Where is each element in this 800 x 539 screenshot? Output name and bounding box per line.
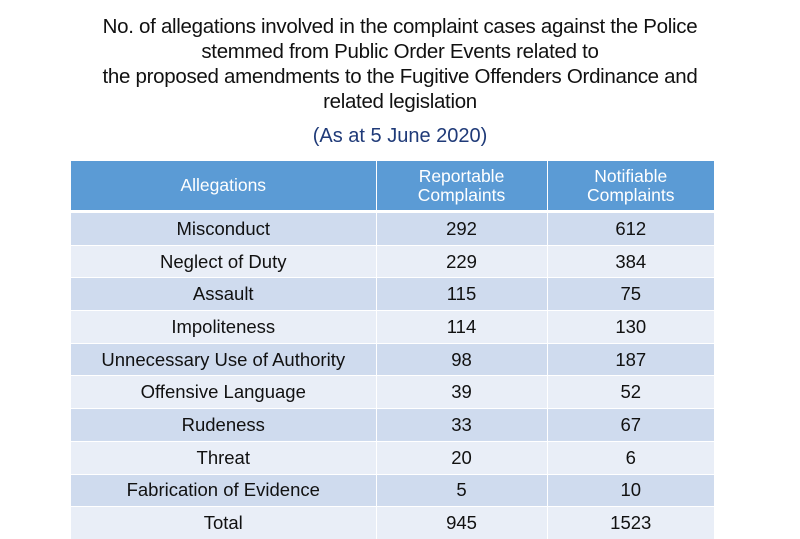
notifiable-cell: 6 bbox=[546, 440, 714, 474]
table-row: Neglect of Duty 229 384 bbox=[71, 244, 714, 278]
allegation-cell: Offensive Language bbox=[71, 375, 376, 409]
allegation-cell: Unnecessary Use of Authority bbox=[71, 342, 376, 376]
table-header-row: Allegations Reportable Complaints Notifi… bbox=[71, 161, 714, 213]
notifiable-cell: 187 bbox=[546, 342, 714, 376]
notifiable-cell: 52 bbox=[546, 375, 714, 409]
reportable-cell: 33 bbox=[375, 408, 547, 442]
header-reportable: Reportable Complaints bbox=[375, 161, 547, 213]
table-row: Fabrication of Evidence 5 10 bbox=[71, 473, 714, 507]
allegation-cell: Assault bbox=[71, 277, 376, 311]
notifiable-cell: 612 bbox=[546, 211, 714, 246]
table-row: Assault 115 75 bbox=[71, 277, 714, 311]
table-row: Impoliteness 114 130 bbox=[71, 310, 714, 344]
allegation-cell: Threat bbox=[71, 440, 376, 474]
allegation-cell: Total bbox=[71, 506, 376, 539]
table-row: Misconduct 292 612 bbox=[71, 211, 714, 246]
notifiable-cell: 10 bbox=[546, 473, 714, 507]
header-allegations: Allegations bbox=[71, 161, 376, 213]
reportable-cell: 114 bbox=[375, 310, 547, 344]
date-subtitle: (As at 5 June 2020) bbox=[312, 125, 488, 147]
title-line: the proposed amendments to the Fugitive … bbox=[102, 65, 698, 88]
table-row: Threat 20 6 bbox=[71, 440, 714, 474]
reportable-cell: 229 bbox=[375, 244, 547, 278]
reportable-cell: 20 bbox=[375, 440, 547, 474]
reportable-cell: 945 bbox=[375, 506, 547, 539]
allegation-cell: Neglect of Duty bbox=[71, 244, 376, 278]
header-notifiable: Notifiable Complaints bbox=[546, 161, 714, 213]
reportable-cell: 115 bbox=[375, 277, 547, 311]
table-row: Total 945 1523 bbox=[71, 506, 714, 539]
page-title: No. of allegations involved in the compl… bbox=[0, 14, 800, 114]
reportable-cell: 98 bbox=[375, 342, 547, 376]
table-row: Rudeness 33 67 bbox=[71, 408, 714, 442]
allegation-cell: Misconduct bbox=[71, 211, 376, 246]
reportable-cell: 5 bbox=[375, 473, 547, 507]
table-row: Unnecessary Use of Authority 98 187 bbox=[71, 342, 714, 376]
notifiable-cell: 75 bbox=[546, 277, 714, 311]
title-line: stemmed from Public Order Events related… bbox=[201, 40, 599, 63]
title-line: No. of allegations involved in the compl… bbox=[102, 15, 698, 38]
allegations-table: Allegations Reportable Complaints Notifi… bbox=[71, 161, 714, 539]
title-line: related legislation bbox=[323, 90, 477, 113]
notifiable-cell: 384 bbox=[546, 244, 714, 278]
allegation-cell: Fabrication of Evidence bbox=[71, 473, 376, 507]
notifiable-cell: 1523 bbox=[546, 506, 714, 539]
allegation-cell: Impoliteness bbox=[71, 310, 376, 344]
allegation-cell: Rudeness bbox=[71, 408, 376, 442]
table-row: Offensive Language 39 52 bbox=[71, 375, 714, 409]
notifiable-cell: 130 bbox=[546, 310, 714, 344]
notifiable-cell: 67 bbox=[546, 408, 714, 442]
reportable-cell: 292 bbox=[375, 211, 547, 246]
reportable-cell: 39 bbox=[375, 375, 547, 409]
